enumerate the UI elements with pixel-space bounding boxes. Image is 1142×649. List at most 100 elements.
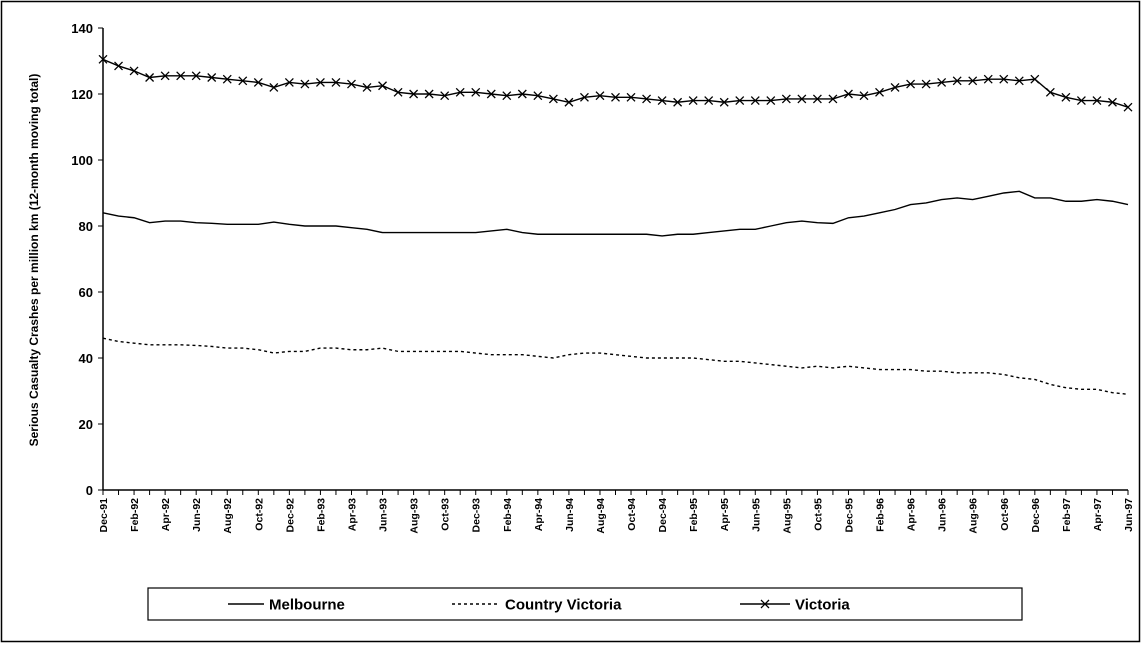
- marker: [1108, 97, 1117, 107]
- marker: [129, 66, 139, 76]
- marker: [207, 73, 217, 82]
- marker: [611, 92, 620, 102]
- marker: [1123, 102, 1133, 112]
- x-tick-label: Aug-92: [222, 498, 234, 534]
- x-tick-label: Apr-97: [1092, 498, 1104, 531]
- x-tick-label: Dec-92: [284, 498, 296, 533]
- marker: [145, 73, 155, 82]
- marker: [999, 74, 1009, 84]
- x-tick-label: Oct-94: [626, 498, 638, 531]
- marker: [906, 79, 916, 89]
- marker: [176, 71, 186, 81]
- marker: [533, 91, 543, 101]
- marker: [781, 94, 791, 104]
- x-tick-label: Feb-96: [875, 498, 887, 532]
- legend-label: Country Victoria: [505, 597, 622, 614]
- marker: [766, 96, 776, 106]
- marker: [1061, 92, 1071, 102]
- x-tick-label: Aug-96: [968, 498, 980, 534]
- x-tick-label: Oct-92: [253, 498, 265, 531]
- marker: [673, 97, 683, 107]
- marker: [595, 91, 605, 101]
- x-tick-label: Apr-96: [906, 498, 918, 531]
- marker: [937, 77, 947, 87]
- x-tick-label: Apr-92: [160, 498, 172, 531]
- marker: [875, 87, 884, 97]
- marker: [378, 81, 388, 91]
- x-tick-label: Aug-94: [595, 498, 607, 534]
- x-tick-label: Oct-93: [440, 498, 452, 531]
- x-tick-label: Apr-93: [346, 498, 358, 531]
- marker: [347, 79, 356, 89]
- y-tick-label: 100: [71, 153, 93, 168]
- x-tick-label: Dec-96: [1030, 498, 1042, 533]
- series-line: [102, 337, 1129, 395]
- x-tick-label: Feb-94: [502, 498, 514, 532]
- y-tick-label: 20: [79, 417, 93, 432]
- x-tick-label: Jun-93: [378, 498, 390, 532]
- y-tick-label: 60: [79, 285, 93, 300]
- marker: [890, 82, 900, 92]
- marker: [253, 77, 263, 87]
- marker: [409, 89, 419, 99]
- x-tick-label: Feb-93: [315, 498, 327, 532]
- marker: [1076, 96, 1086, 106]
- x-tick-label: Apr-95: [719, 498, 731, 531]
- x-tick-label: Dec-94: [657, 498, 669, 533]
- marker: [952, 76, 962, 86]
- x-tick-label: Jun-92: [191, 498, 203, 532]
- marker: [968, 76, 978, 86]
- x-tick-label: Dec-95: [843, 498, 855, 533]
- legend-label: Victoria: [795, 597, 850, 614]
- marker: [735, 96, 745, 106]
- marker: [812, 94, 822, 104]
- marker: [704, 96, 714, 106]
- marker: [626, 92, 636, 102]
- marker: [1030, 74, 1040, 84]
- marker: [315, 77, 325, 87]
- marker: [284, 77, 294, 87]
- marker: [424, 89, 434, 99]
- marker: [517, 89, 527, 99]
- marker: [455, 87, 465, 97]
- x-tick-label: Feb-97: [1061, 498, 1073, 532]
- x-tick-label: Feb-95: [688, 498, 700, 532]
- y-tick-label: 120: [71, 87, 93, 102]
- marker: [222, 74, 232, 84]
- marker: [1014, 76, 1024, 86]
- y-axis-title: Serious Casualty Crashes per million km …: [27, 74, 41, 447]
- x-tick-label: Dec-93: [471, 498, 483, 533]
- x-tick-label: Oct-95: [812, 498, 824, 531]
- x-tick-label: Jun-96: [937, 498, 949, 532]
- marker: [98, 54, 108, 64]
- x-tick-label: Jun-97: [1123, 498, 1135, 532]
- x-tick-label: Oct-96: [999, 498, 1011, 531]
- marker: [843, 89, 853, 99]
- y-tick-label: 40: [79, 351, 93, 366]
- marker: [642, 94, 652, 104]
- marker: [828, 94, 838, 104]
- marker: [393, 87, 403, 97]
- y-tick-label: 0: [86, 483, 93, 498]
- x-tick-label: Feb-92: [129, 498, 141, 532]
- marker: [486, 89, 496, 99]
- x-tick-label: Aug-95: [781, 498, 793, 534]
- marker: [191, 71, 201, 81]
- marker: [440, 91, 450, 101]
- marker: [238, 76, 248, 86]
- marker: [750, 96, 760, 106]
- legend-marker: [760, 599, 770, 609]
- marker: [300, 79, 310, 89]
- marker: [983, 74, 993, 84]
- marker: [688, 96, 698, 106]
- x-tick-label: Apr-94: [533, 498, 545, 531]
- legend-label: Melbourne: [269, 597, 345, 614]
- marker: [859, 91, 869, 101]
- marker: [362, 82, 372, 92]
- x-tick-label: Dec-91: [98, 498, 110, 533]
- marker: [114, 61, 123, 71]
- marker: [331, 77, 341, 87]
